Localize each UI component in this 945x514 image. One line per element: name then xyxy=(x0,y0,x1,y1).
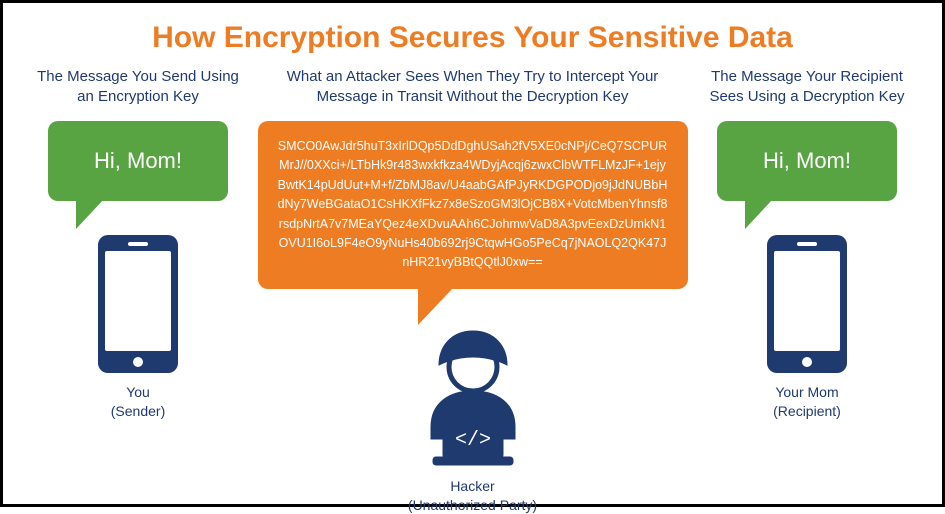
ciphertext-speech-bubble: SMCO0AwJdr5huT3xIrlDQp5DdDghUSah2fV5XE0c… xyxy=(258,121,688,289)
attacker-column: What an Attacker Sees When They Try to I… xyxy=(258,63,688,514)
phone-screen xyxy=(774,251,840,351)
attacker-subhead: What an Attacker Sees When They Try to I… xyxy=(258,63,688,111)
sender-caption-line2: (Sender) xyxy=(111,403,165,419)
recipient-caption: Your Mom (Recipient) xyxy=(773,383,841,421)
sender-subhead: The Message You Send Using an Encryption… xyxy=(23,63,253,111)
ciphertext: SMCO0AwJdr5huT3xIrlDQp5DdDghUSah2fV5XE0c… xyxy=(278,139,668,269)
recipient-message-text: Hi, Mom! xyxy=(763,148,851,174)
hacker-icon: </> xyxy=(403,329,543,467)
recipient-subhead: The Message Your Recipient Sees Using a … xyxy=(692,63,922,111)
main-title: How Encryption Secures Your Sensitive Da… xyxy=(3,3,942,63)
attacker-caption-line1: Hacker xyxy=(450,478,494,494)
sender-phone-icon xyxy=(98,235,178,373)
recipient-caption-line1: Your Mom xyxy=(775,384,838,400)
sender-speech-bubble: Hi, Mom! xyxy=(48,121,228,201)
sender-caption-line1: You xyxy=(126,384,150,400)
attacker-caption-line2: (Unauthorized Party) xyxy=(408,497,537,513)
recipient-speech-bubble: Hi, Mom! xyxy=(717,121,897,201)
columns-container: The Message You Send Using an Encryption… xyxy=(3,63,942,514)
sender-column: The Message You Send Using an Encryption… xyxy=(23,63,253,514)
sender-caption: You (Sender) xyxy=(111,383,165,421)
phone-screen xyxy=(105,251,171,351)
recipient-column: The Message Your Recipient Sees Using a … xyxy=(692,63,922,514)
attacker-caption: Hacker (Unauthorized Party) xyxy=(408,477,537,514)
sender-message-text: Hi, Mom! xyxy=(94,148,182,174)
recipient-phone-icon xyxy=(767,235,847,373)
recipient-caption-line2: (Recipient) xyxy=(773,403,841,419)
svg-text:</>: </> xyxy=(454,429,490,452)
